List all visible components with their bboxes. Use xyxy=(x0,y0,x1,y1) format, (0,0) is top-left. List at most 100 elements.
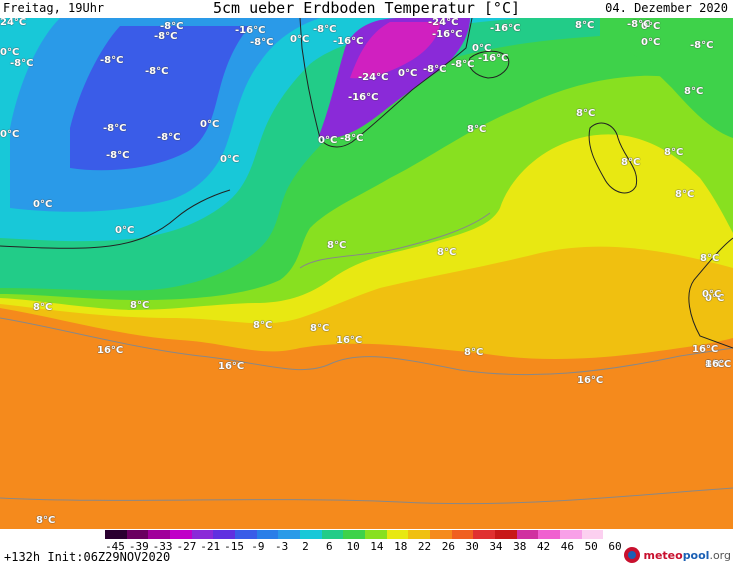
temperature-label: 16°C xyxy=(336,335,363,346)
colorbar-tick-label: -9 xyxy=(251,540,265,553)
temperature-label: -8°C xyxy=(106,150,130,161)
colorbar-tick-label: 26 xyxy=(441,540,455,553)
colorbar-ticks: -45 -39 -33 -27 -21 -15 -9 -3 2 6 10 14 18 22 26 30 34 38… xyxy=(105,540,625,553)
temperature-label: 16°C xyxy=(692,344,719,355)
temperature-label: 24°C xyxy=(0,18,27,28)
colorbar-tick-label: -45 xyxy=(105,540,125,553)
temperature-label: 8°C xyxy=(327,240,347,251)
colorbar-swatch xyxy=(581,530,604,539)
temperature-field xyxy=(0,18,733,529)
temperature-label: -16°C xyxy=(478,53,509,64)
temperature-label: 0°C xyxy=(115,225,135,236)
colorbar-tick-label: 14 xyxy=(370,540,384,553)
colorbar-swatch xyxy=(495,530,517,539)
colorbar-swatch xyxy=(386,530,409,539)
colorbar-tick-label: 30 xyxy=(465,540,479,553)
temperature-label: 0°C xyxy=(318,135,338,146)
temperature-label: -8°C xyxy=(154,31,178,42)
colorbar-tick-label: -27 xyxy=(176,540,197,553)
temperature-label: -8°C xyxy=(10,58,34,69)
colorbar-swatch xyxy=(343,530,366,539)
temperature-label: -8°C xyxy=(157,132,181,143)
colorbar-swatch xyxy=(170,530,192,539)
colorbar-tick-label: 10 xyxy=(346,540,360,553)
temperature-label: 8°C xyxy=(253,320,273,331)
temperature-label: 0°C xyxy=(220,154,240,165)
temperature-label: -16°C xyxy=(333,36,364,47)
temperature-label: -24°C xyxy=(358,72,389,83)
temperature-label: 0°C xyxy=(641,37,661,48)
colorbar-swatch xyxy=(256,530,279,539)
colorbar-swatch xyxy=(321,530,344,539)
forecast-date: 04. Dezember 2020 xyxy=(605,1,728,15)
temperature-label: 0°C xyxy=(641,21,661,32)
model-run-info: +132h Init:06Z29NOV2020 xyxy=(4,550,171,564)
temperature-map: -8°C -16°C -8°C 0°C -8°C -16°C -24°C -16°C -8°C -… xyxy=(0,18,733,529)
colorbar-swatch xyxy=(408,530,431,539)
temperature-label: 8°C xyxy=(437,247,457,258)
colorbar-swatch xyxy=(603,530,626,539)
colorbar-swatch xyxy=(148,530,171,539)
colorbar-swatch xyxy=(473,530,496,539)
temperature-label: 16°C xyxy=(218,361,245,372)
colorbar-tick-label: 22 xyxy=(417,540,432,553)
temperature-label: 8°C xyxy=(130,300,150,311)
colorbar-swatch xyxy=(516,530,539,539)
colorbar-swatch xyxy=(105,530,127,539)
temperature-label: -16°C xyxy=(490,23,521,34)
temperature-label: 8°C xyxy=(705,359,725,370)
temperature-label: -24°C xyxy=(428,18,459,28)
temperature-label: 0°C xyxy=(702,289,722,300)
temperature-label: 16°C xyxy=(705,359,732,370)
temperature-label: 8°C xyxy=(621,157,641,168)
colorbar-tick-label: 50 xyxy=(584,540,598,553)
temperature-label: 8°C xyxy=(33,302,53,313)
temperature-label: 8°C xyxy=(675,189,695,200)
colorbar-swatch xyxy=(365,530,387,539)
colorbar-swatch xyxy=(300,530,322,539)
colorbar-tick-label: 34 xyxy=(489,540,503,553)
colorbar-tick-label: -21 xyxy=(200,540,221,553)
temperature-label: 8°C xyxy=(700,253,720,264)
scandinavia-band xyxy=(600,18,733,138)
temperature-label: -8°C xyxy=(100,55,124,66)
temperature-label: -8°C xyxy=(423,64,447,75)
temperature-label: 8°C xyxy=(575,20,595,31)
magenta-core xyxy=(350,22,440,79)
temperature-label: -8°C xyxy=(250,37,274,48)
temperature-label: 8°C xyxy=(467,124,487,135)
forecast-datetime: Freitag, 19Uhr xyxy=(3,1,105,15)
meteopool-logo[interactable]: meteopool.org xyxy=(624,546,731,564)
temperature-label: -8°C xyxy=(690,40,714,51)
colorbar-tick-label: 6 xyxy=(325,540,333,553)
temperature-label: 0°C xyxy=(398,68,418,79)
temperature-label: 8°C xyxy=(36,515,56,526)
europe-coast xyxy=(688,237,733,349)
violet-band xyxy=(318,18,470,139)
colorbar-tick-label: -33 xyxy=(152,540,173,553)
colorbar-swatch xyxy=(191,530,214,539)
colorbar-tick-label: 2 xyxy=(302,540,309,553)
temperature-label: -16°C xyxy=(348,92,379,103)
contour-line xyxy=(0,487,733,505)
globe-icon xyxy=(624,547,641,563)
contour-line xyxy=(299,212,491,269)
colorbar-tick-label: 18 xyxy=(394,540,408,553)
temperature-label: -16°C xyxy=(432,29,463,40)
temperature-label: 8°C xyxy=(310,323,330,334)
colorbar-tick-label: 42 xyxy=(536,540,551,553)
colorbar-swatch xyxy=(278,530,301,539)
temperature-label: 16°C xyxy=(577,375,604,386)
temperature-label: -8°C xyxy=(160,21,184,32)
colorbar-tick-label: 60 xyxy=(608,540,622,553)
colorbar-tick-label: -39 xyxy=(128,540,149,553)
temperature-label: -8°C xyxy=(103,123,127,134)
temperature-label: 8°C xyxy=(664,147,684,158)
contour-line xyxy=(0,317,733,376)
logo-text: meteopool.org xyxy=(643,548,731,562)
iceland-coast xyxy=(468,50,510,79)
temperature-label: 0°C xyxy=(200,119,220,130)
greenland-coast xyxy=(299,18,473,148)
temperature-label: 0°C xyxy=(472,43,492,54)
blue-band xyxy=(70,26,250,171)
